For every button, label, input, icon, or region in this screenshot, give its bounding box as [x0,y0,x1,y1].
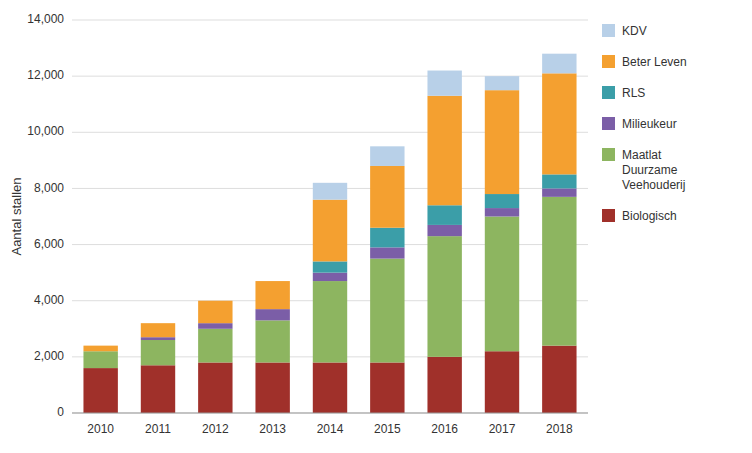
legend: KDV Beter Leven RLS Milieukeur MaatlatDuurza… [602,24,687,223]
legend-swatch [602,117,615,130]
y-tick-label: 10,000 [27,124,64,138]
bar-segment [313,200,347,262]
bar-segment [542,188,576,196]
y-tick-label: 2,000 [34,349,64,363]
bar-segment [198,323,232,329]
x-tick-label: 2017 [489,422,516,436]
bar-segment [427,357,461,413]
bar-segment [313,183,347,200]
bar-segment [427,71,461,96]
y-tick-label: 8,000 [34,181,64,195]
bar-segment [370,228,404,248]
bar-segment [542,54,576,74]
y-tick-label: 4,000 [34,293,64,307]
bar-segment [141,365,175,413]
y-tick-label: 12,000 [27,68,64,82]
bar-segment [83,345,117,346]
bar-segment [255,281,289,282]
legend-swatch [602,55,615,68]
legend-label: MaatlatDuurzameVeehouderij [622,148,685,192]
bar-segment [370,146,404,166]
legend-swatch [602,86,615,99]
bar-segment [370,259,404,363]
x-tick-label: 2014 [317,422,344,436]
bar-segment [485,217,519,352]
x-tick-label: 2013 [259,422,286,436]
bar-segment [141,323,175,324]
bar-segment [485,90,519,194]
legend-label: Biologisch [622,209,677,223]
bar-segment [427,236,461,357]
legend-swatch [602,148,615,161]
bar-segment [255,362,289,413]
bar-segment [370,362,404,413]
bar-segment [255,320,289,362]
y-tick-label: 0 [57,405,64,419]
y-axis: 0 2,000 4,000 6,000 8,000 10,000 12,000 14,000 [27,12,588,419]
bar-segment [485,76,519,90]
bar-segment [485,208,519,216]
bar-segment [313,261,347,272]
bar-segment [255,281,289,309]
bar-segment [198,300,232,301]
y-tick-label: 14,000 [27,12,64,26]
bar-segment [141,323,175,337]
bar-segment [83,368,117,413]
bar-segment [542,73,576,174]
legend-swatch [602,24,615,37]
bar-segment [370,166,404,228]
x-tick-label: 2012 [202,422,229,436]
bar-segment [542,197,576,346]
x-tick-label: 2016 [431,422,458,436]
grid-line [72,20,588,21]
grid-line [72,413,588,414]
x-tick-label: 2015 [374,422,401,436]
bar-segment [313,273,347,281]
y-tick-label: 6,000 [34,237,64,251]
bar-segment [542,174,576,188]
y-axis-label: Aantal stallen [9,177,24,255]
legend-label: KDV [622,24,647,38]
bar-segment [83,351,117,368]
chart-container: 0 2,000 4,000 6,000 8,000 10,000 12,000 14,000 A… [0,0,752,453]
bar-segment [198,301,232,323]
x-tick-label: 2011 [145,422,171,436]
bar-segment [542,346,576,413]
bar-segment [83,346,117,352]
bars [83,54,576,413]
bar-segment [198,362,232,413]
bar-segment [485,194,519,208]
x-tick-label: 2010 [87,422,114,436]
legend-label: RLS [622,86,645,100]
bar-segment [427,96,461,205]
x-tick-label: 2018 [546,422,573,436]
bar-segment [427,225,461,236]
x-axis-line [72,413,588,414]
chart-svg: 0 2,000 4,000 6,000 8,000 10,000 12,000 14,000 A… [0,0,752,453]
bar-segment [141,340,175,365]
legend-label: Beter Leven [622,55,687,69]
legend-label: Milieukeur [622,117,677,131]
x-axis: 2010 2011 2012 2013 2014 2015 2016 2017 2018 [72,413,588,436]
bar-segment [485,351,519,413]
legend-swatch [602,209,615,222]
bar-segment [427,205,461,225]
bar-segment [313,281,347,362]
bar-segment [255,309,289,320]
bar-segment [313,362,347,413]
bar-segment [370,247,404,258]
bar-segment [141,337,175,340]
bar-segment [198,329,232,363]
